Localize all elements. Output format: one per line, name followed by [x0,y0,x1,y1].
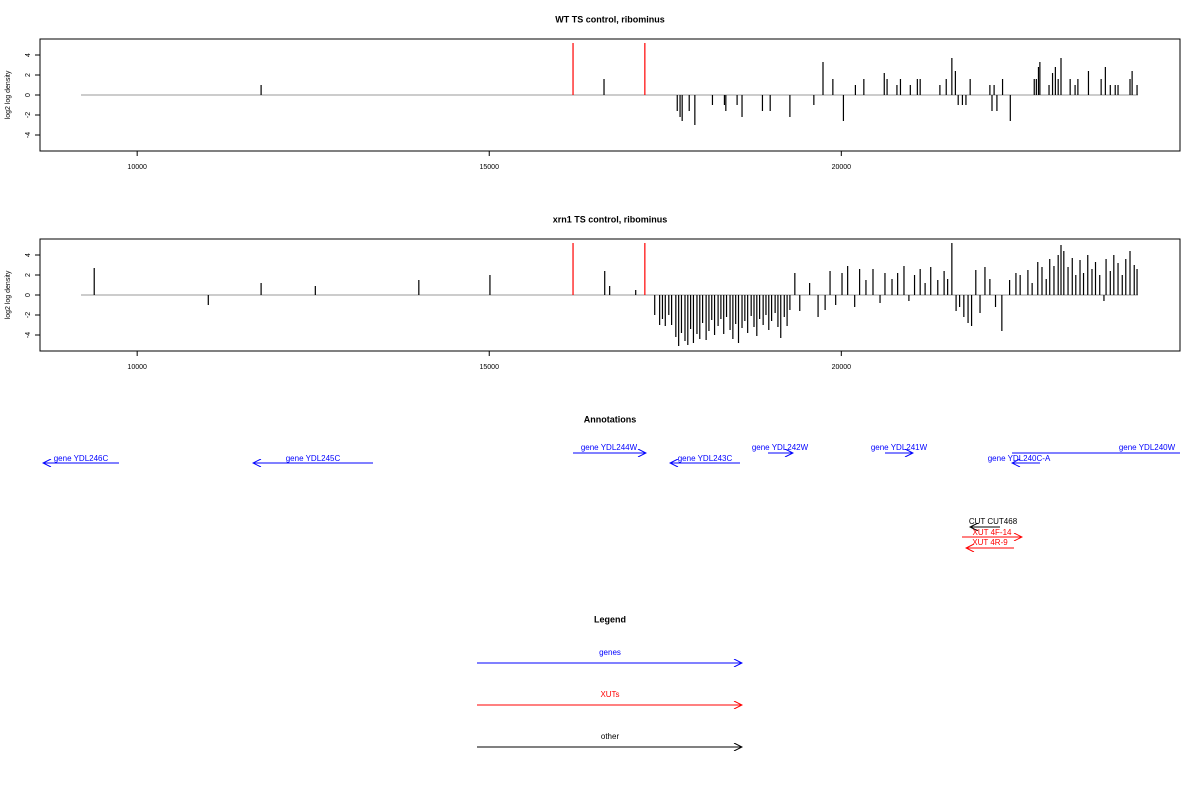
gene-label: gene YDL243C [678,454,733,463]
legend-label: XUTs [600,690,619,699]
x-tick-label: 20000 [832,364,852,371]
charts: WT TS control, ribominus log2 log density… [5,14,1181,371]
y-tick-label: -4 [25,132,32,138]
y-axis-label: log2 log density [5,270,12,319]
y-tick-label: 4 [25,253,32,257]
chart-title: WT TS control, ribominus [555,14,665,24]
legend: genes XUTs other [477,648,742,747]
y-tick-label: 2 [25,273,32,277]
legend-label: other [601,732,620,741]
cut-label: CUT CUT468 [969,517,1018,526]
gene-label: gene YDL240W [1119,443,1176,452]
legend-label: genes [599,648,621,657]
x-tick-label: 10000 [127,364,147,371]
x-tick-label: 20000 [832,164,852,171]
gene-label: gene YDL241W [871,443,928,452]
y-tick-label: 4 [25,53,32,57]
legend-title: Legend [594,614,626,624]
y-tick-label: 2 [25,73,32,77]
y-tick-label: 0 [25,93,32,97]
chart-title: xrn1 TS control, ribominus [553,214,668,224]
plot-frame [39,238,1181,352]
plot-frame [39,38,1181,152]
annotations: gene YDL246C gene YDL245C gene YDL244W g… [43,443,1180,548]
chart-panel: WT TS control, ribominus log2 log density… [5,14,1181,171]
y-tick-label: 0 [25,293,32,297]
chart-panel: xrn1 TS control, ribominus log2 log densi… [5,214,1181,371]
y-tick-label: -4 [25,332,32,338]
gene-label: gene YDL246C [54,454,109,463]
y-tick-label: -2 [25,312,32,318]
gene-label: gene YDL245C [286,454,341,463]
gene-label: gene YDL244W [581,443,638,452]
x-tick-label: 15000 [480,164,500,171]
gene-label: gene YDL240C-A [988,454,1051,463]
y-axis-label: log2 log density [5,70,12,119]
xut-label: XUT 4R-9 [972,538,1008,547]
x-tick-label: 10000 [127,164,147,171]
xut-label: XUT 4F-14 [973,528,1013,537]
annotations-title: Annotations [584,414,637,424]
y-tick-label: -2 [25,112,32,118]
x-tick-label: 15000 [480,364,500,371]
gene-label: gene YDL242W [752,443,809,452]
